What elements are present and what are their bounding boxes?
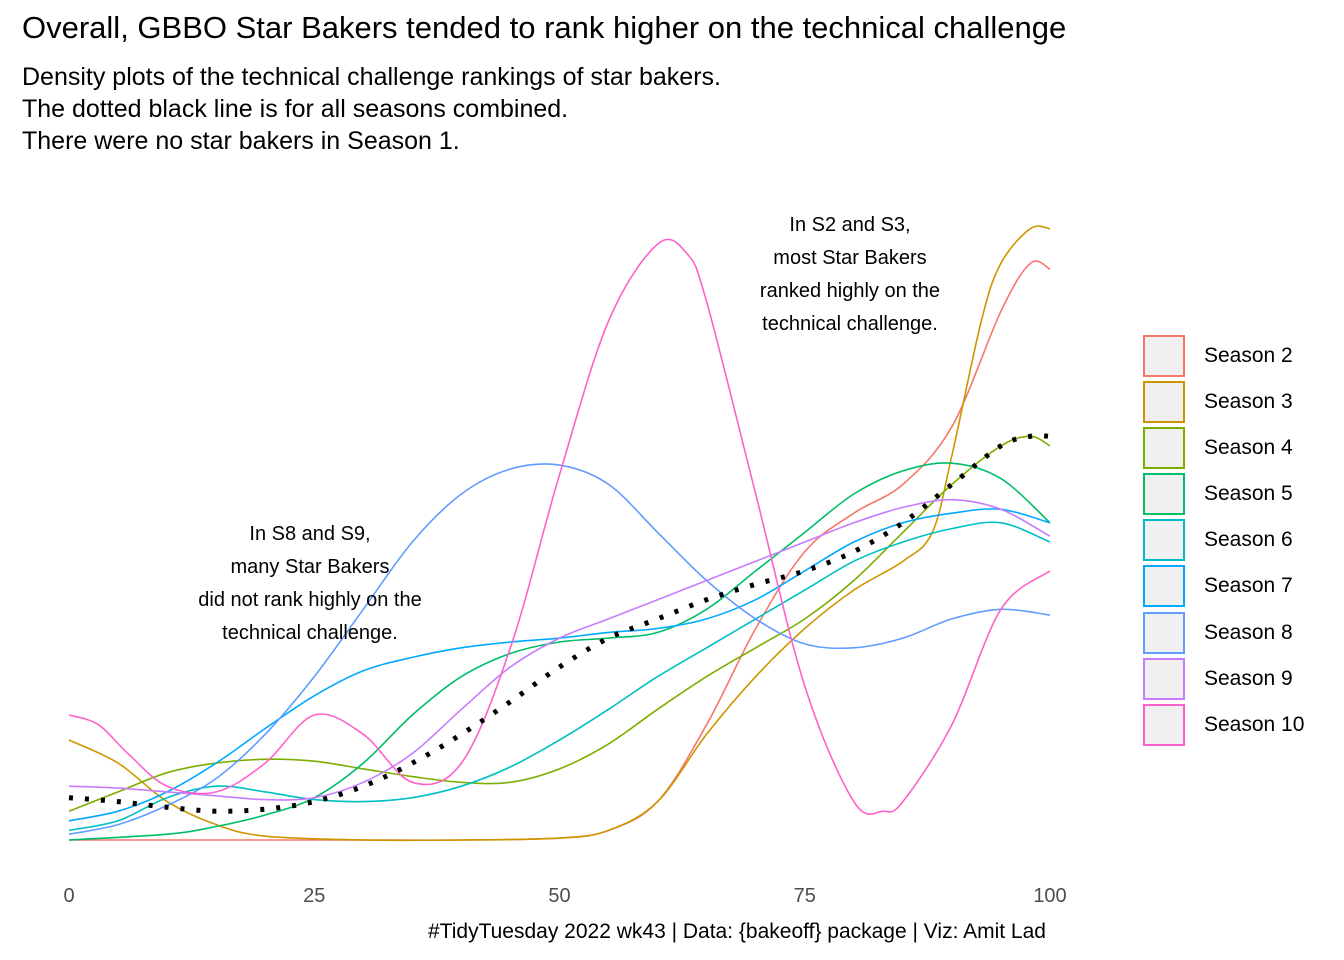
legend-label: Season 6 [1204,528,1293,552]
legend-key [1143,519,1185,562]
density-line-season-4 [68,435,1051,812]
subtitle-line: There were no star bakers in Season 1. [22,127,460,155]
annotation-line: many Star Bakers [230,556,390,578]
x-tick-label: 75 [794,885,816,907]
annotation-line: In S8 and S9, [249,523,371,545]
legend-label: Season 4 [1204,436,1293,460]
annotation-line: In S2 and S3, [789,214,911,236]
chart-title: Overall, GBBO Star Bakers tended to rank… [22,10,1067,45]
annotation-line: most Star Bakers [773,247,927,269]
legend-key [1143,335,1185,377]
legend-key [1143,611,1185,654]
legend-label: Season 5 [1204,482,1293,506]
x-tick-label: 25 [303,885,325,907]
legend-label: Season 10 [1204,712,1305,736]
x-tick-label: 0 [63,885,74,907]
density-line-season-8 [68,463,1051,835]
legend-label: Season 2 [1204,344,1293,367]
legend-key [1143,703,1185,746]
subtitle-line: The dotted black line is for all seasons… [22,95,569,123]
legend-label: Season 7 [1204,574,1293,598]
annotation-line: technical challenge. [222,622,398,644]
subtitle-line: Density plots of the technical challenge… [22,63,721,91]
chart-subtitle: Density plots of the technical challenge… [22,61,721,157]
x-tick-label: 50 [548,885,570,907]
chart-caption: #TidyTuesday 2022 wk43 | Data: {bakeoff}… [428,920,1046,943]
annotation-line: technical challenge. [762,313,938,335]
legend-key [1143,565,1185,608]
annotation-line: ranked highly on the [759,280,941,302]
annotation-line: did not rank highly on the [198,589,422,611]
density-line-season-10 [68,238,1051,815]
density-line-season-5 [68,462,1051,841]
legend-label: Season 9 [1204,666,1293,690]
legend-label: Season 3 [1204,390,1293,414]
density-line-season-3 [68,225,1051,842]
legend-key [1143,473,1185,516]
legend-key [1143,427,1185,470]
x-tick-label: 100 [1033,885,1066,907]
legend-key [1143,657,1185,700]
density-line-season-9 [68,498,1051,801]
legend-key [1143,381,1185,424]
annotation-s8-s9: In S8 and S9, many Star Bakers did not r… [160,518,460,650]
legend-label: Season 8 [1204,620,1293,644]
annotation-s2-s3: In S2 and S3, most Star Bakers ranked hi… [720,209,980,341]
